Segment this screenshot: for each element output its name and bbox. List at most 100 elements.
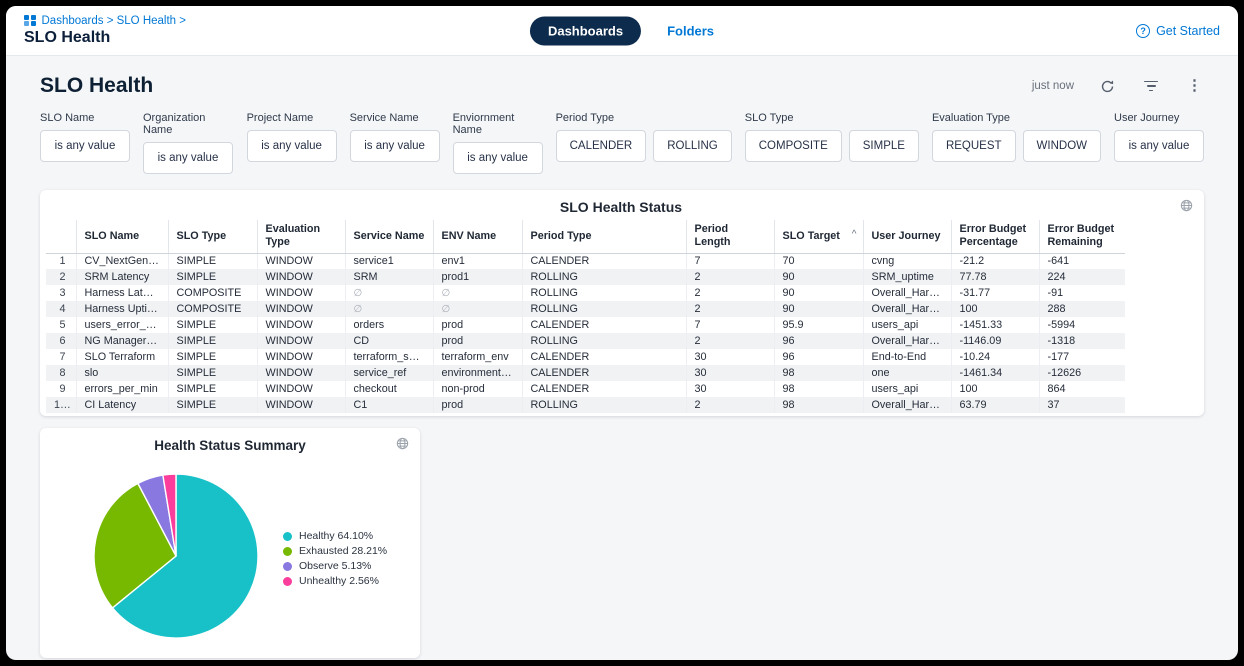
legend-item-exhausted[interactable]: Exhausted 28.21%	[283, 545, 387, 557]
table-cell: CALENDER	[521, 381, 686, 397]
table-cell: ∅	[432, 285, 522, 301]
explore-globe-icon[interactable]	[396, 437, 409, 455]
column-header-error-budget-remaining[interactable]: Error Budget Remaining	[1038, 220, 1125, 254]
column-header-service-name[interactable]: Service Name	[344, 220, 433, 254]
table-row[interactable]: 5 users_error_per_minSIMPLEWINDOWorderspr…	[46, 317, 1125, 333]
tab-folders[interactable]: Folders	[667, 23, 715, 38]
legend-item-unhealthy[interactable]: Unhealthy 2.56%	[283, 575, 387, 587]
table-cell: -1318	[1038, 333, 1125, 349]
table-cell: C1	[344, 397, 433, 413]
filter-option-calender[interactable]: CALENDER	[555, 130, 647, 162]
explore-globe-icon[interactable]	[1180, 199, 1193, 217]
filter-label: Service Name	[349, 112, 419, 124]
filter-value-button[interactable]: is any value	[349, 130, 440, 162]
legend-dot	[283, 546, 292, 556]
table-cell: -5994	[1038, 317, 1125, 333]
filter-option-window[interactable]: WINDOW	[1022, 130, 1101, 162]
table-cell: WINDOW	[256, 381, 345, 397]
table-cell: orders	[344, 317, 433, 333]
get-started-link[interactable]: ? Get Started	[1136, 23, 1220, 38]
table-cell: 98	[773, 381, 863, 397]
table-row[interactable]: 8 slo SIMPLE WINDOW service_ref environment_r…	[46, 365, 1125, 381]
column-header-period-type[interactable]: Period Type	[521, 220, 686, 254]
dashboard-actions: just now ⋮	[1032, 77, 1204, 96]
table-row[interactable]: 3 Harness Latency COMPOSITE WINDOW ∅ ∅ ROLLING…	[46, 285, 1125, 301]
column-header-user-journey[interactable]: User Journey	[862, 220, 951, 254]
pie-slice-healthy[interactable]	[111, 473, 259, 639]
column-header-slo-target[interactable]: SLO Target ^	[773, 220, 863, 254]
table-cell: 95.9	[773, 317, 863, 333]
table-row[interactable]: 4 Harness Uptime COMPOSITE WINDOW ∅ ∅ ROLLING 2…	[46, 301, 1125, 317]
table-cell: NG Manager Latency	[75, 333, 168, 349]
filter-controls: REQUEST WINDOW	[931, 130, 1101, 162]
table-cell: 70	[773, 253, 863, 269]
dashboard-content: SLO Health just now ⋮ SLO Name is any val…	[6, 56, 1238, 658]
column-header-evaluation-type[interactable]: Evaluation Type	[256, 220, 345, 254]
table-cell: -12626	[1038, 365, 1125, 381]
table-cell: ROLLING	[521, 397, 686, 413]
slo-health-table: SLO Name SLO Type Evaluation Type Service N…	[46, 220, 1125, 413]
row-number: 8	[59, 367, 66, 379]
filter-value-button[interactable]: is any value	[143, 142, 233, 174]
filter-value-button[interactable]: is any value	[1114, 130, 1204, 162]
table-row[interactable]: 6 NG Manager LatencySIMPLEWINDOWCDprodROL…	[46, 333, 1125, 349]
dashboards-grid-icon	[24, 14, 36, 27]
health-status-summary-card: Health Status Summary Healthy 64.10% Exha…	[40, 428, 420, 658]
table-cell: CV_NextGen_Prod	[75, 253, 168, 269]
column-header-env-name[interactable]: ENV Name	[432, 220, 522, 254]
table-cell: CALENDER	[521, 349, 686, 365]
column-header-slo-type[interactable]: SLO Type	[167, 220, 257, 254]
table-cell: 2	[685, 269, 774, 285]
table-title: SLO Health Status	[559, 199, 683, 215]
table-cell: env1	[432, 253, 522, 269]
filter-option-composite[interactable]: COMPOSITE	[744, 130, 842, 162]
filter-option-rolling[interactable]: ROLLING	[653, 130, 732, 162]
table-cell: -177	[1038, 349, 1125, 365]
row-number: 3	[59, 287, 66, 299]
table-cell: -641	[1038, 253, 1125, 269]
table-cell: terraform_env	[432, 349, 522, 365]
legend-item-observe[interactable]: Observe 5.13%	[283, 560, 387, 572]
filter-value-button[interactable]: is any value	[40, 130, 130, 162]
dashboard-title: SLO Health	[40, 74, 154, 97]
column-header-slo-name[interactable]: SLO Name	[75, 220, 168, 254]
table-cell: users_error_per_min	[75, 317, 168, 333]
refresh-icon[interactable]	[1098, 77, 1117, 96]
help-question-icon: ?	[1136, 23, 1151, 38]
filters-row: SLO Name is any value Organization Name is …	[40, 112, 1204, 174]
filter-option-request[interactable]: REQUEST	[931, 130, 1016, 162]
filter-value-button[interactable]: is any value	[246, 130, 337, 162]
column-header-error-budget-percentage[interactable]: Error Budget Percentage	[950, 220, 1039, 254]
filter-value-button[interactable]: is any value	[452, 142, 543, 174]
pie-chart[interactable]	[40, 428, 420, 658]
filter-label: Organization Name	[143, 112, 206, 136]
kebab-menu-icon[interactable]: ⋮	[1187, 77, 1202, 94]
table-row[interactable]: 2 SRM Latency SIMPLE WINDOW SRM prod1 ROLLING 2…	[46, 269, 1125, 285]
tab-dashboards[interactable]: Dashboards	[529, 16, 642, 45]
sort-asc-icon: ^	[851, 229, 857, 240]
table-cell: WINDOW	[256, 269, 345, 285]
table-cell: SLO Terraform	[75, 349, 168, 365]
filter-label: User Journey	[1114, 112, 1180, 124]
breadcrumb-text[interactable]: Dashboards > SLO Health >	[41, 14, 186, 27]
table-row[interactable]: 10 CI Latency SIMPLE WINDOW C1 prod ROLLING 2 98…	[46, 397, 1125, 413]
breadcrumb[interactable]: Dashboards > SLO Health >	[24, 15, 186, 27]
table-cell: WINDOW	[256, 365, 345, 381]
table-row[interactable]: 1 CV_NextGen_Prod SIMPLE WINDOW service1 env1…	[46, 253, 1125, 269]
table-cell: 7	[685, 317, 774, 333]
pie-slice-exhausted[interactable]	[93, 482, 177, 609]
filter-evaluation-type: Evaluation Type REQUEST WINDOW	[931, 112, 1101, 162]
filter-option-simple[interactable]: SIMPLE	[848, 130, 919, 162]
legend-label: Exhausted 28.21%	[299, 545, 388, 557]
table-cell: COMPOSITE	[167, 301, 257, 317]
table-row[interactable]: 9 errors_per_min SIMPLE WINDOW checkout non-p…	[46, 381, 1125, 397]
table-cell: 864	[1038, 381, 1125, 397]
filter-label: Evaluation Type	[931, 112, 1011, 124]
dashboard-filters-icon[interactable]	[1141, 79, 1161, 94]
legend-item-healthy[interactable]: Healthy 64.10%	[283, 530, 387, 542]
row-number: 9	[59, 383, 66, 395]
table-row[interactable]: 7 SLO Terraform SIMPLE WINDOW terraform_serv…	[46, 349, 1125, 365]
pie-slice-unhealthy[interactable]	[162, 473, 177, 557]
table-cell: ∅	[344, 285, 433, 301]
column-header-period-length[interactable]: Period Length	[685, 220, 774, 254]
